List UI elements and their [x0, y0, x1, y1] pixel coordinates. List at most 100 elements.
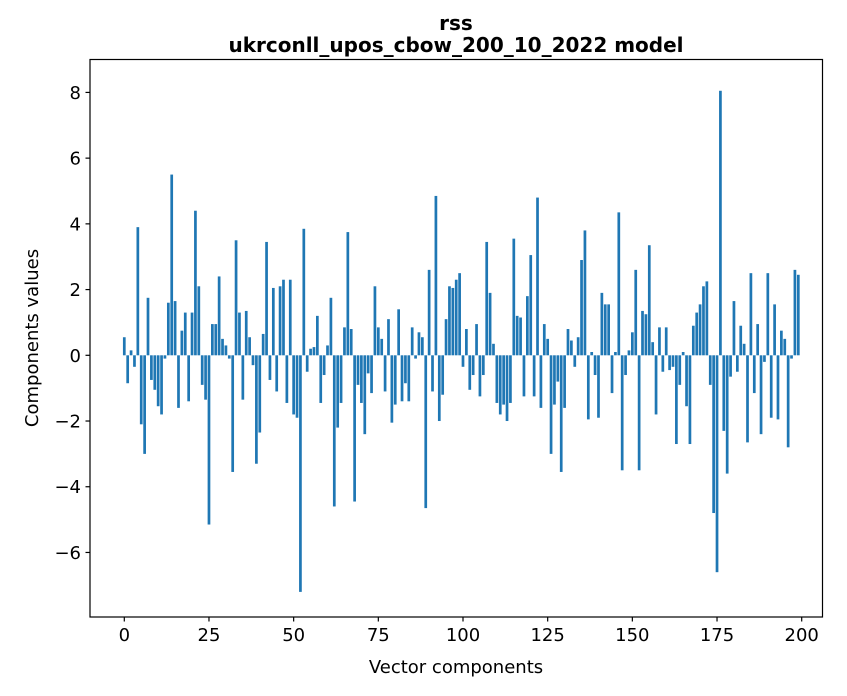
- bar: [305, 355, 309, 372]
- bar: [546, 338, 550, 356]
- bar: [349, 329, 353, 356]
- bar: [146, 297, 150, 356]
- bar: [393, 355, 397, 405]
- bar: [671, 355, 675, 367]
- bar: [763, 355, 766, 362]
- bar: [278, 286, 282, 356]
- bar: [431, 355, 434, 392]
- x-tick-label: 0: [119, 625, 130, 646]
- bar: [678, 355, 682, 385]
- bar: [390, 355, 394, 423]
- bar: [407, 355, 411, 402]
- bar: [583, 230, 587, 356]
- bar: [512, 238, 516, 356]
- bar: [356, 355, 360, 385]
- bar: [261, 333, 265, 356]
- bar: [498, 355, 502, 415]
- bar: [664, 327, 668, 356]
- bar: [326, 345, 329, 356]
- bar: [370, 355, 373, 394]
- bar: [424, 355, 428, 509]
- bar: [282, 279, 285, 356]
- bar: [183, 312, 187, 356]
- bar: [211, 324, 214, 356]
- bar: [332, 355, 336, 507]
- bar: [441, 355, 445, 395]
- bar: [136, 227, 140, 356]
- bar: [641, 310, 644, 356]
- bar: [200, 355, 204, 385]
- bar: [759, 355, 763, 435]
- bar: [133, 355, 136, 367]
- bar: [156, 355, 160, 407]
- bar: [163, 355, 167, 359]
- bar: [397, 309, 400, 356]
- bar: [749, 273, 753, 356]
- bar: [783, 338, 787, 356]
- bar: [471, 355, 475, 376]
- bar: [241, 355, 245, 400]
- bar: [722, 355, 726, 431]
- bar: [427, 269, 431, 356]
- y-tick-label: −6: [54, 543, 81, 564]
- bar: [549, 355, 553, 454]
- bar: [495, 355, 499, 403]
- bar: [173, 301, 177, 356]
- bar: [295, 355, 299, 418]
- bar: [421, 337, 424, 356]
- bar: [231, 355, 235, 472]
- bar: [542, 324, 546, 356]
- x-tick-label: 200: [785, 625, 819, 646]
- bar: [166, 302, 170, 356]
- bar: [729, 355, 732, 377]
- bar: [617, 212, 621, 356]
- bar: [644, 314, 648, 356]
- bar: [790, 355, 793, 359]
- bar: [488, 292, 492, 356]
- bar: [705, 281, 709, 356]
- x-tick-label: 125: [530, 625, 564, 646]
- x-axis: 0 25 50 75 100 125 150 175 200: [119, 617, 819, 646]
- bar: [502, 355, 505, 405]
- bar: [698, 304, 702, 356]
- bars-group: [122, 90, 800, 592]
- bar: [688, 355, 692, 445]
- bar: [614, 352, 617, 356]
- bar: [580, 260, 583, 356]
- y-tick-label: 2: [70, 280, 81, 301]
- bar: [251, 355, 255, 366]
- bar: [563, 355, 566, 408]
- bar: [627, 350, 631, 356]
- bar: [275, 355, 279, 392]
- bar: [515, 315, 519, 356]
- x-tick-label: 100: [446, 625, 480, 646]
- bar: [631, 332, 634, 356]
- bar: [434, 195, 438, 356]
- bar: [207, 355, 211, 525]
- bar: [292, 355, 295, 415]
- bar: [509, 355, 512, 403]
- bar: [793, 269, 797, 356]
- bar: [570, 340, 573, 356]
- bar: [417, 332, 421, 356]
- bar: [786, 355, 790, 448]
- bar: [586, 355, 590, 420]
- bar: [126, 355, 130, 384]
- bar: [363, 355, 367, 435]
- bar: [214, 324, 218, 356]
- bar: [461, 355, 465, 367]
- bar: [607, 304, 610, 356]
- bar: [312, 347, 316, 356]
- bar: [451, 287, 455, 356]
- bar: [624, 355, 627, 376]
- bar: [766, 273, 770, 356]
- x-tick-label: 25: [198, 625, 221, 646]
- bar: [319, 355, 323, 403]
- bar: [339, 355, 343, 403]
- bar: [234, 240, 238, 356]
- bar: [258, 355, 262, 433]
- bar: [610, 355, 614, 394]
- x-axis-label: Vector components: [369, 657, 543, 678]
